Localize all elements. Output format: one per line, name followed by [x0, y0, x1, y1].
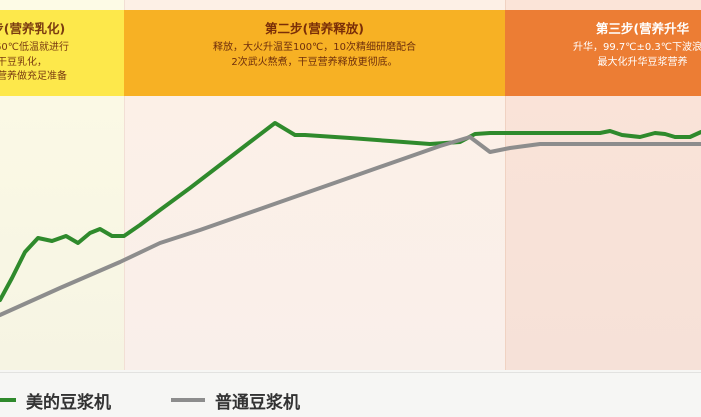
stage-1-title: 一步(营养乳化) [0, 21, 66, 36]
line-chart-plot [0, 121, 701, 317]
stage-2-desc-line: 2次武火熬煮，干豆营养释放更彻底。 [231, 56, 398, 68]
stage-1-header: 一步(营养乳化) ，仅60℃低温就进行 干豆乳化， 养放营养做充足准备 [0, 10, 124, 96]
stage-1-description: ，仅60℃低温就进行 干豆乳化， 养放营养做充足准备 [0, 41, 124, 85]
stage-2-description: 释放，大火升温至100℃，10次精细研磨配合 2次武火熬煮，干豆营养释放更彻底。 [124, 41, 505, 70]
stage-3-desc-line: 最大化升华豆浆营养 [597, 56, 688, 68]
series-line-ordinary [0, 135, 701, 317]
stage-2-header: 第二步(营养释放) 释放，大火升温至100℃，10次精细研磨配合 2次武火熬煮，… [124, 10, 505, 96]
stage-3-description: 升华，99.7℃±0.3℃下波浪式 最大化升华豆浆营养 [505, 41, 701, 70]
stage-1-desc-line: 干豆乳化， [0, 56, 47, 68]
stage-2-title: 第二步(营养释放) [265, 21, 364, 36]
legend-item-midea: 美的豆浆机 [0, 388, 111, 413]
legend-label-ordinary: 普通豆浆机 [215, 392, 300, 413]
stage-1-desc-line: ，仅60℃低温就进行 [0, 42, 69, 53]
legend-label-midea: 美的豆浆机 [26, 392, 111, 413]
series-line-midea [0, 121, 701, 302]
legend-swatch-ordinary [171, 398, 205, 402]
stage-3-header: 第三步(营养升华 升华，99.7℃±0.3℃下波浪式 最大化升华豆浆营养 [505, 10, 701, 96]
stage-1-desc-line: 养放营养做充足准备 [0, 71, 67, 82]
legend-swatch-midea [0, 398, 16, 402]
stage-2-desc-line: 释放，大火升温至100℃，10次精细研磨配合 [212, 42, 417, 53]
stage-3-desc-line: 升华，99.7℃±0.3℃下波浪式 [572, 42, 701, 53]
legend-item-ordinary: 普通豆浆机 [171, 388, 300, 413]
legend-divider [0, 372, 701, 373]
stage-3-title: 第三步(营养升华 [595, 21, 690, 36]
